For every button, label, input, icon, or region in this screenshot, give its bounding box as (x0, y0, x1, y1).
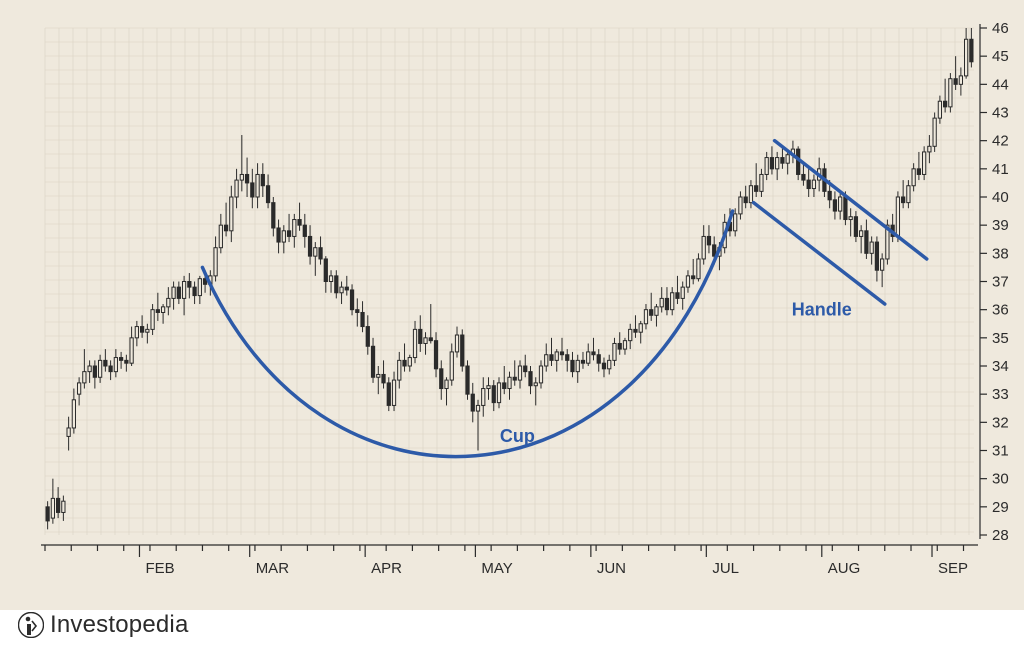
svg-text:JUL: JUL (712, 560, 739, 577)
svg-text:41: 41 (992, 161, 1009, 178)
svg-text:32: 32 (992, 414, 1009, 431)
svg-text:29: 29 (992, 499, 1009, 516)
svg-text:44: 44 (992, 76, 1009, 93)
svg-text:30: 30 (992, 471, 1009, 488)
svg-text:40: 40 (992, 189, 1009, 206)
investopedia-icon (18, 612, 44, 638)
svg-text:33: 33 (992, 386, 1009, 403)
svg-text:Handle: Handle (792, 299, 852, 319)
candlestick-chart: Cup Handle 28 29 30 31 32 33 34 35 36 37 38 39 40 41 42 4… (0, 0, 1024, 610)
svg-text:JUN: JUN (597, 560, 626, 577)
svg-text:45: 45 (992, 48, 1009, 65)
svg-text:31: 31 (992, 443, 1009, 460)
svg-text:APR: APR (371, 560, 402, 577)
svg-text:AUG: AUG (828, 560, 861, 577)
logo: Investopedia (18, 611, 189, 639)
svg-text:Cup: Cup (500, 426, 535, 446)
svg-text:46: 46 (992, 20, 1009, 37)
svg-text:36: 36 (992, 302, 1009, 319)
svg-text:FEB: FEB (145, 560, 174, 577)
svg-text:MAR: MAR (256, 560, 290, 577)
svg-text:MAY: MAY (481, 560, 512, 577)
svg-text:42: 42 (992, 133, 1009, 150)
svg-text:28: 28 (992, 527, 1009, 544)
svg-text:39: 39 (992, 217, 1009, 234)
logo-text: Investopedia (50, 611, 189, 639)
svg-text:35: 35 (992, 330, 1009, 347)
svg-text:38: 38 (992, 245, 1009, 262)
svg-text:34: 34 (992, 358, 1009, 375)
svg-text:43: 43 (992, 105, 1009, 122)
svg-text:37: 37 (992, 274, 1009, 291)
svg-text:SEP: SEP (938, 560, 968, 577)
